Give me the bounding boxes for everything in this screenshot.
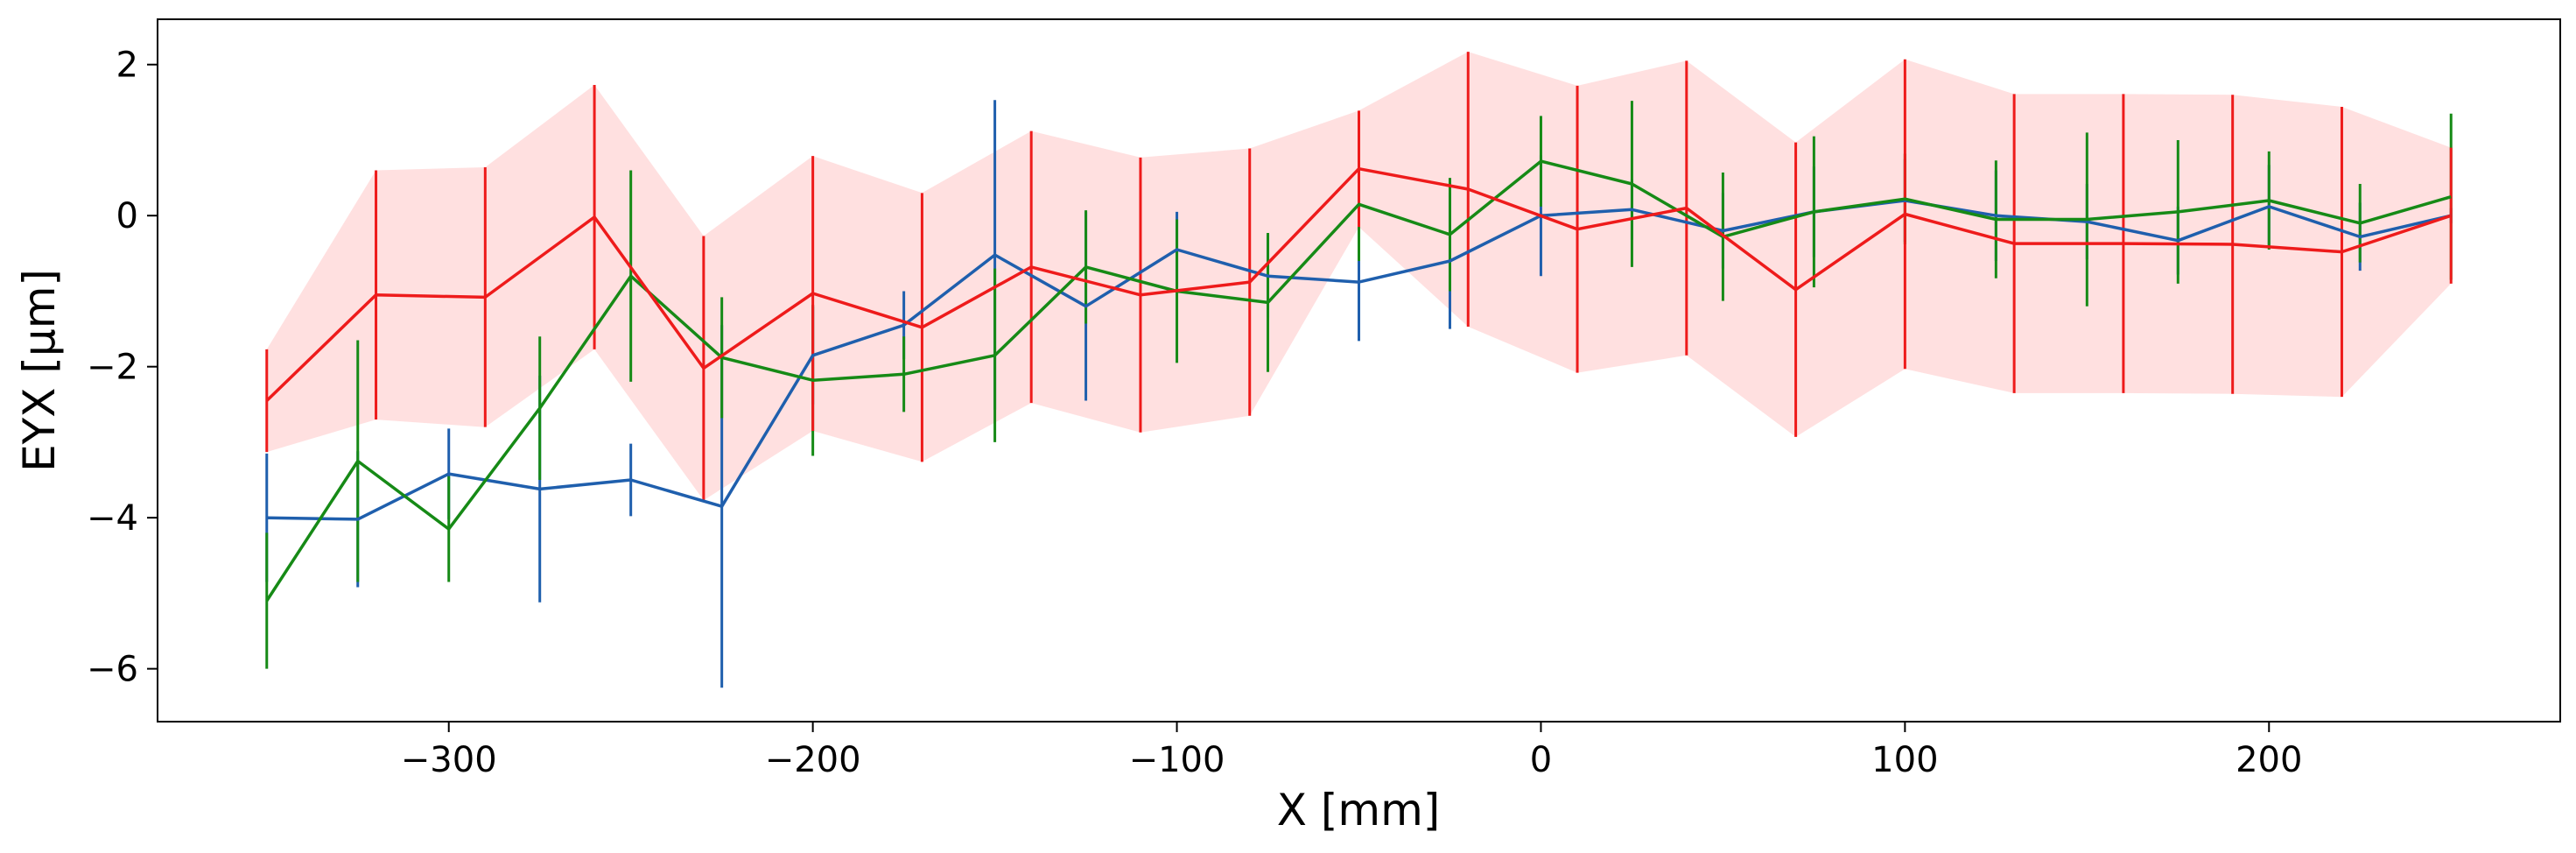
- series-blue-line: [266, 199, 2452, 521]
- x-tick-label-4: 100: [1871, 740, 1938, 780]
- x-tick-label-2: −100: [1129, 740, 1225, 780]
- axis-tick-layer: −300 −200 −100 0 100 200 2 0 −2 −4 −6: [87, 46, 2302, 780]
- series-red-line: [265, 166, 2452, 402]
- y-tick-label-3: −4: [87, 498, 138, 539]
- x-tick-label-3: 0: [1530, 740, 1552, 780]
- y-tick-label-4: −6: [87, 650, 138, 690]
- x-tick-label-1: −200: [765, 740, 861, 780]
- y-axis-label: EYX [µm]: [14, 269, 65, 472]
- y-tick-label-2: −2: [87, 348, 138, 388]
- x-axis-label: X [mm]: [1277, 785, 1441, 835]
- y-tick-label-1: 0: [116, 196, 138, 236]
- x-tick-label-0: −300: [401, 740, 497, 780]
- y-tick-label-0: 2: [116, 46, 138, 86]
- series-green-line: [265, 159, 2452, 602]
- x-tick-label-5: 200: [2236, 740, 2302, 780]
- plot-frame: [157, 18, 2561, 723]
- series-line-layer: [265, 159, 2452, 602]
